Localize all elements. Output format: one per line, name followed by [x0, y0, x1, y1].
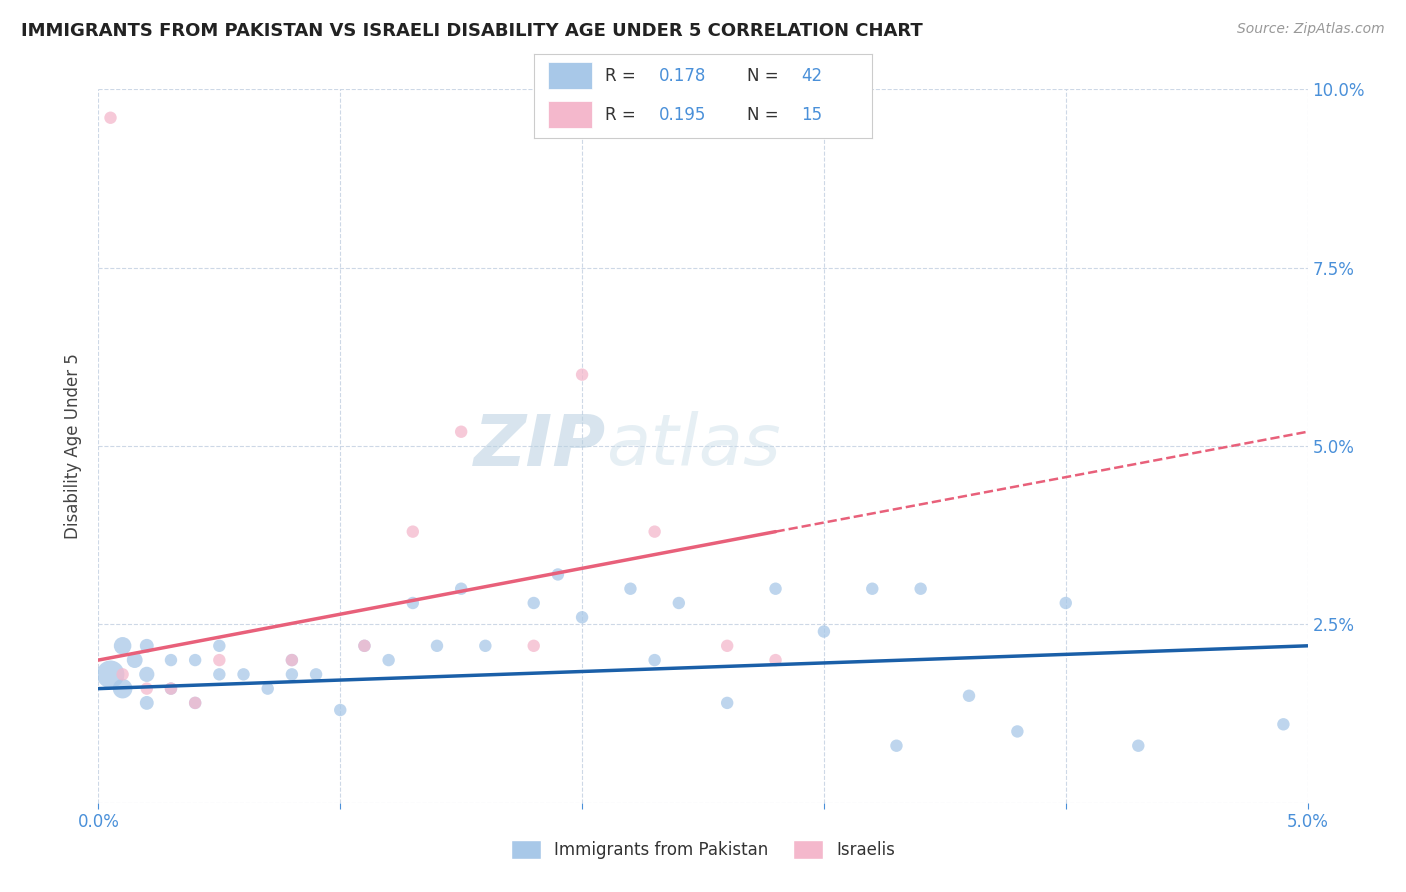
Point: [111, 681, 134, 696]
Point: [329, 703, 352, 717]
Text: 0.178: 0.178: [659, 67, 706, 85]
Y-axis label: Disability Age Under 5: Disability Age Under 5: [65, 353, 83, 539]
Point: [353, 639, 375, 653]
Text: 15: 15: [801, 105, 823, 123]
Point: [1272, 717, 1295, 731]
Point: [124, 653, 146, 667]
Point: [402, 596, 425, 610]
Text: 0.195: 0.195: [659, 105, 706, 123]
Point: [184, 696, 207, 710]
Point: [523, 596, 546, 610]
FancyBboxPatch shape: [548, 101, 592, 128]
Point: [208, 667, 231, 681]
FancyBboxPatch shape: [548, 62, 592, 89]
Point: [160, 653, 183, 667]
Point: [160, 681, 183, 696]
Point: [571, 368, 593, 382]
Point: [860, 582, 883, 596]
Text: N =: N =: [747, 67, 783, 85]
Point: [402, 524, 425, 539]
Point: [571, 610, 593, 624]
Point: [281, 653, 304, 667]
Point: [644, 653, 666, 667]
Text: N =: N =: [747, 105, 783, 123]
Text: ZIP: ZIP: [474, 411, 606, 481]
Text: IMMIGRANTS FROM PAKISTAN VS ISRAELI DISABILITY AGE UNDER 5 CORRELATION CHART: IMMIGRANTS FROM PAKISTAN VS ISRAELI DISA…: [21, 22, 922, 40]
Point: [135, 667, 157, 681]
Point: [910, 582, 932, 596]
Point: [135, 681, 157, 696]
Point: [160, 681, 183, 696]
Text: R =: R =: [605, 67, 641, 85]
Point: [232, 667, 254, 681]
Point: [100, 667, 122, 681]
Text: Source: ZipAtlas.com: Source: ZipAtlas.com: [1237, 22, 1385, 37]
Point: [644, 524, 666, 539]
Point: [377, 653, 399, 667]
Point: [256, 681, 278, 696]
Text: 42: 42: [801, 67, 823, 85]
Point: [957, 689, 980, 703]
Point: [523, 639, 546, 653]
Point: [184, 696, 207, 710]
Point: [547, 567, 569, 582]
Point: [426, 639, 449, 653]
Point: [281, 667, 304, 681]
Point: [716, 696, 738, 710]
Point: [305, 667, 328, 681]
Point: [619, 582, 641, 596]
Point: [765, 653, 787, 667]
Point: [450, 425, 472, 439]
Point: [450, 582, 472, 596]
Point: [716, 639, 738, 653]
Point: [353, 639, 375, 653]
Point: [765, 582, 787, 596]
Point: [135, 696, 157, 710]
Point: [281, 653, 304, 667]
Point: [208, 653, 231, 667]
Point: [208, 639, 231, 653]
Legend: Immigrants from Pakistan, Israelis: Immigrants from Pakistan, Israelis: [503, 833, 903, 866]
Point: [184, 653, 207, 667]
Text: R =: R =: [605, 105, 641, 123]
Point: [111, 667, 134, 681]
Point: [111, 639, 134, 653]
Point: [135, 639, 157, 653]
Point: [100, 111, 122, 125]
Point: [886, 739, 908, 753]
Text: atlas: atlas: [606, 411, 780, 481]
Point: [813, 624, 835, 639]
Point: [1007, 724, 1029, 739]
Point: [474, 639, 496, 653]
Point: [1054, 596, 1077, 610]
Point: [1128, 739, 1150, 753]
Point: [668, 596, 690, 610]
